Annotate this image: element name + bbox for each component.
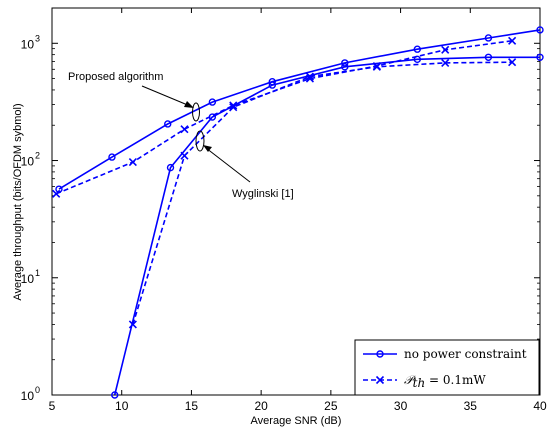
y-axis-title: Average throughput (bits/OFDM sybmol) xyxy=(12,103,24,300)
annotation-proposed: Proposed algorithm xyxy=(68,71,200,122)
data-point xyxy=(508,58,517,67)
x-axis-title: Average SNR (dB) xyxy=(251,415,342,427)
y-tick-exponent: 3 xyxy=(35,33,40,43)
data-point xyxy=(536,53,544,61)
data-point xyxy=(164,120,172,128)
y-tick-exponent: 1 xyxy=(35,268,40,278)
data-point xyxy=(441,58,450,67)
data-point xyxy=(508,36,517,45)
x-tick-label: 40 xyxy=(533,399,547,413)
series-layer xyxy=(52,26,544,399)
series-4 xyxy=(128,58,517,329)
x-axis-ticks: 5 10 15 20 25 30 35 40 xyxy=(49,8,547,413)
data-point xyxy=(413,45,422,53)
data-point xyxy=(372,62,381,71)
annotation-wyglinski: Wyglinski [1] xyxy=(195,130,294,200)
legend-marker-x xyxy=(375,375,385,385)
data-point xyxy=(180,151,189,160)
legend: no power constraint 𝒫th = 0.1mW xyxy=(354,339,540,396)
x-tick-label: 30 xyxy=(394,399,408,413)
annotation-proposed-ellipse xyxy=(192,102,200,122)
data-point xyxy=(128,320,137,329)
data-point xyxy=(208,98,217,106)
data-point xyxy=(484,53,493,61)
x-tick-label: 10 xyxy=(115,399,129,413)
data-point xyxy=(305,72,315,81)
legend-label-pth: 𝒫th = 0.1mW xyxy=(404,373,486,390)
annotation-wyglinski-arrowhead xyxy=(203,145,212,152)
legend-label-pth-sub: th xyxy=(413,376,426,390)
legend-box xyxy=(354,339,540,396)
data-point xyxy=(441,45,450,54)
y-tick-label: 10 xyxy=(21,389,35,403)
data-point xyxy=(229,103,238,112)
annotation-wyglinski-ellipse xyxy=(195,130,205,152)
data-point xyxy=(108,153,116,161)
legend-label-no-power: no power constraint xyxy=(404,347,527,361)
annotation-proposed-arrowhead xyxy=(184,101,194,108)
data-point xyxy=(166,163,175,172)
data-point xyxy=(52,189,61,198)
data-point xyxy=(484,34,493,42)
y-tick-label: 10 xyxy=(21,272,35,286)
series-2 xyxy=(52,36,517,198)
data-point xyxy=(111,391,119,399)
x-tick-label: 20 xyxy=(254,399,268,413)
data-point xyxy=(128,158,137,167)
legend-marker-circle xyxy=(376,350,384,358)
annotation-proposed-arrow xyxy=(141,85,191,107)
y-tick-exponent: 2 xyxy=(35,151,40,161)
data-point xyxy=(180,125,189,134)
data-point xyxy=(341,59,349,67)
y-tick-label: 10 xyxy=(21,155,35,169)
annotation-proposed-label: Proposed algorithm xyxy=(68,71,163,83)
data-point xyxy=(536,26,544,34)
data-point xyxy=(268,81,276,89)
data-point xyxy=(341,63,349,71)
x-tick-label: 25 xyxy=(324,399,338,413)
data-point xyxy=(208,113,217,121)
data-point xyxy=(413,55,422,64)
legend-label-pth-rest: = 0.1mW xyxy=(425,373,486,387)
y-tick-exponent: 0 xyxy=(35,385,40,395)
x-tick-label: 15 xyxy=(185,399,199,413)
x-tick-label: 5 xyxy=(49,399,56,413)
plot-area xyxy=(51,7,541,396)
x-tick-label: 35 xyxy=(464,399,478,413)
annotation-wyglinski-label: Wyglinski [1] xyxy=(232,188,294,200)
annotation-wyglinski-arrow xyxy=(205,147,251,183)
y-tick-label: 10 xyxy=(21,37,35,51)
